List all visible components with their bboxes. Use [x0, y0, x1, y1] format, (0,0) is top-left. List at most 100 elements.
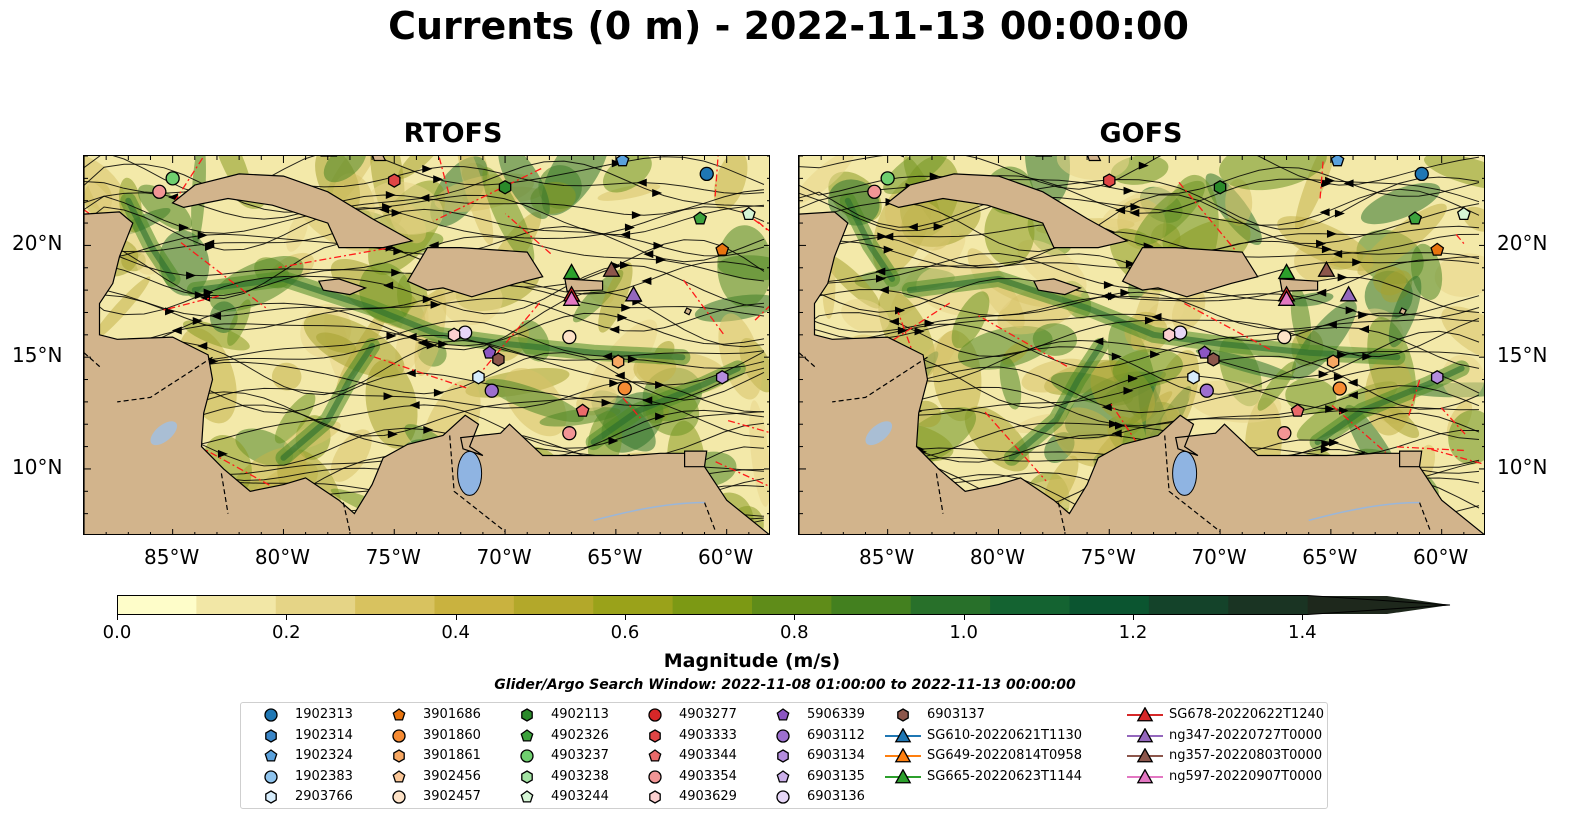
- platform-marker[interactable]: [562, 263, 581, 280]
- colorbar-segment: [1069, 596, 1150, 614]
- platform-marker[interactable]: [611, 354, 625, 369]
- panel-title-rtofs: RTOFS: [403, 118, 503, 149]
- legend-label: 6903134: [807, 748, 865, 764]
- platform-marker[interactable]: [498, 180, 512, 195]
- legend-label: 3901686: [423, 707, 481, 722]
- platform-marker[interactable]: [1332, 381, 1347, 396]
- legend-marker-icon: [392, 728, 406, 743]
- legend-marker-icon: [520, 790, 534, 803]
- x-tick-label: 85°W: [144, 545, 200, 569]
- legend-label: ng347-20220727T0000: [1169, 727, 1323, 743]
- legend-marker-icon: [1127, 707, 1163, 722]
- y-tick-label-left: 10°N: [12, 454, 63, 479]
- legend-marker-icon: [648, 749, 662, 762]
- colorbar-tick: [1302, 615, 1304, 620]
- map-panel-gofs[interactable]: [798, 155, 1485, 535]
- legend-label: 1902383: [295, 768, 353, 784]
- platform-marker[interactable]: [617, 381, 632, 396]
- platform-marker[interactable]: [1430, 370, 1444, 385]
- platform-marker[interactable]: [458, 325, 473, 340]
- platform-marker[interactable]: [1197, 345, 1212, 359]
- colorbar-tick: [286, 615, 288, 620]
- platform-marker[interactable]: [1456, 206, 1471, 221]
- colorbar-tick-label: 0.8: [780, 622, 809, 643]
- platform-marker[interactable]: [1277, 289, 1296, 306]
- platform-marker[interactable]: [1430, 242, 1445, 256]
- legend-marker-icon: [520, 728, 534, 742]
- platform-marker[interactable]: [387, 173, 401, 188]
- legend-marker-icon: [265, 728, 277, 743]
- platform-marker[interactable]: [482, 345, 497, 359]
- legend-label: SG610-20220621T1130: [927, 727, 1083, 743]
- platform-marker[interactable]: [492, 352, 505, 367]
- legend-label: 3902456: [423, 768, 481, 784]
- platform-marker[interactable]: [602, 260, 621, 277]
- platform-marker[interactable]: [562, 289, 581, 306]
- platform-marker[interactable]: [1277, 329, 1292, 345]
- platform-marker[interactable]: [1173, 325, 1188, 340]
- platform-marker[interactable]: [715, 242, 730, 256]
- platform-marker[interactable]: [152, 184, 167, 199]
- platform-marker[interactable]: [1290, 403, 1305, 417]
- platform-marker[interactable]: [715, 370, 729, 385]
- colorbar-tick: [625, 615, 626, 620]
- platform-marker[interactable]: [1339, 285, 1358, 302]
- colorbar-segment: [117, 596, 197, 614]
- x-tick-label: 70°W: [476, 545, 532, 569]
- legend-label: 3901861: [423, 748, 481, 764]
- legend-marker-icon: [897, 708, 909, 722]
- platform-marker[interactable]: [472, 370, 485, 385]
- colorbar-segment: [593, 596, 674, 614]
- x-tick-label: 80°W: [254, 545, 311, 569]
- legend-marker-icon: [885, 748, 921, 763]
- platform-marker[interactable]: [693, 211, 708, 225]
- colorbar-tick: [1133, 615, 1134, 620]
- platform-marker[interactable]: [484, 383, 499, 398]
- platform-marker[interactable]: [699, 166, 714, 182]
- legend-label: ng597-20220907T0000: [1169, 768, 1323, 784]
- legend-marker-icon: [776, 790, 790, 805]
- platform-marker[interactable]: [575, 403, 590, 417]
- platform-marker[interactable]: [1187, 370, 1200, 385]
- platform-marker[interactable]: [1102, 173, 1116, 188]
- legend-label: ng357-20220803T0000: [1169, 748, 1323, 764]
- platform-marker[interactable]: [1408, 211, 1423, 225]
- colorbar-segment: [1148, 596, 1229, 614]
- platform-marker[interactable]: [1213, 180, 1227, 195]
- legend-marker-icon: [885, 768, 921, 784]
- legend-marker-icon: [393, 749, 405, 763]
- current-map-rtofs: [84, 156, 769, 534]
- map-panel-rtofs[interactable]: [83, 155, 770, 535]
- platform-marker[interactable]: [880, 171, 895, 186]
- colorbar-segment: [1228, 596, 1309, 614]
- platform-marker[interactable]: [165, 171, 180, 186]
- x-tick-label: 70°W: [1191, 545, 1247, 569]
- platform-marker[interactable]: [867, 184, 882, 199]
- legend-marker-icon: [777, 749, 789, 763]
- platform-marker[interactable]: [1277, 263, 1296, 280]
- colorbar: [117, 595, 1451, 615]
- platform-marker[interactable]: [1414, 166, 1429, 182]
- legend-label: SG678-20220622T1240: [1169, 707, 1325, 722]
- platform-marker[interactable]: [1207, 352, 1220, 367]
- colorbar-tick-label: 0.6: [610, 622, 640, 643]
- legend-marker-icon: [649, 728, 661, 743]
- colorbar-tick-label: 1.4: [1288, 622, 1317, 643]
- platform-marker[interactable]: [1326, 354, 1340, 369]
- legend-label: 6903112: [807, 727, 865, 743]
- platform-marker[interactable]: [1317, 260, 1336, 277]
- platform-marker[interactable]: [624, 285, 643, 302]
- platform-marker[interactable]: [741, 206, 756, 221]
- legend-label: 4903244: [551, 789, 609, 805]
- legend-marker-icon: [649, 790, 661, 805]
- platform-marker[interactable]: [562, 329, 577, 345]
- platform-marker[interactable]: [1277, 426, 1292, 441]
- platform-marker[interactable]: [1199, 383, 1214, 398]
- platform-marker[interactable]: [615, 156, 630, 167]
- platform-marker[interactable]: [447, 327, 461, 343]
- platform-marker[interactable]: [562, 426, 577, 441]
- legend-label: 1902313: [295, 707, 353, 722]
- legend-marker-icon: [1127, 748, 1163, 763]
- platform-marker[interactable]: [1330, 156, 1345, 167]
- platform-marker[interactable]: [1162, 327, 1176, 343]
